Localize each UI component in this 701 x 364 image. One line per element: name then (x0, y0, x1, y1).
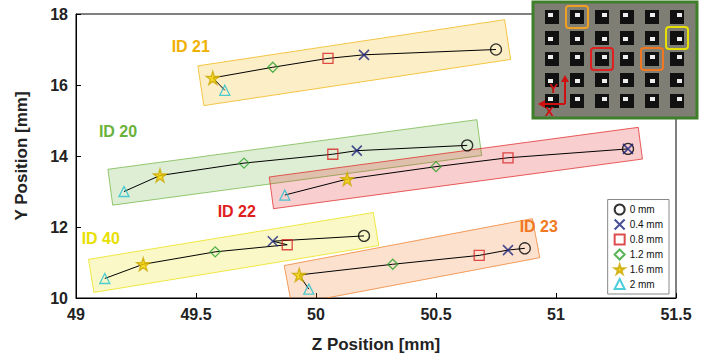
svg-text:1.6 mm: 1.6 mm (630, 264, 663, 275)
svg-text:ID 22: ID 22 (218, 203, 256, 220)
svg-text:51: 51 (547, 306, 565, 323)
svg-text:Y: Y (549, 81, 558, 96)
svg-text:Y Position [mm]: Y Position [mm] (12, 91, 31, 220)
svg-text:12: 12 (50, 219, 68, 236)
svg-text:0 mm: 0 mm (630, 204, 655, 215)
svg-text:14: 14 (50, 148, 68, 165)
svg-text:50: 50 (307, 306, 325, 323)
svg-text:49: 49 (67, 306, 85, 323)
svg-text:1.2 mm: 1.2 mm (630, 249, 663, 260)
svg-text:0.8 mm: 0.8 mm (630, 234, 663, 245)
svg-text:ID 21: ID 21 (172, 38, 210, 55)
svg-text:16: 16 (50, 77, 68, 94)
svg-text:18: 18 (50, 6, 68, 23)
svg-text:10: 10 (50, 290, 68, 307)
svg-text:X: X (545, 104, 554, 119)
svg-text:0.4 mm: 0.4 mm (630, 219, 663, 230)
svg-text:51.5: 51.5 (660, 306, 691, 323)
svg-text:50.5: 50.5 (420, 306, 451, 323)
svg-text:49.5: 49.5 (180, 306, 211, 323)
svg-text:ID 23: ID 23 (520, 218, 558, 235)
svg-text:2 mm: 2 mm (630, 279, 655, 290)
svg-text:ID 20: ID 20 (99, 123, 137, 140)
svg-text:ID 40: ID 40 (82, 230, 120, 247)
svg-text:Z Position [mm]: Z Position [mm] (312, 335, 440, 354)
